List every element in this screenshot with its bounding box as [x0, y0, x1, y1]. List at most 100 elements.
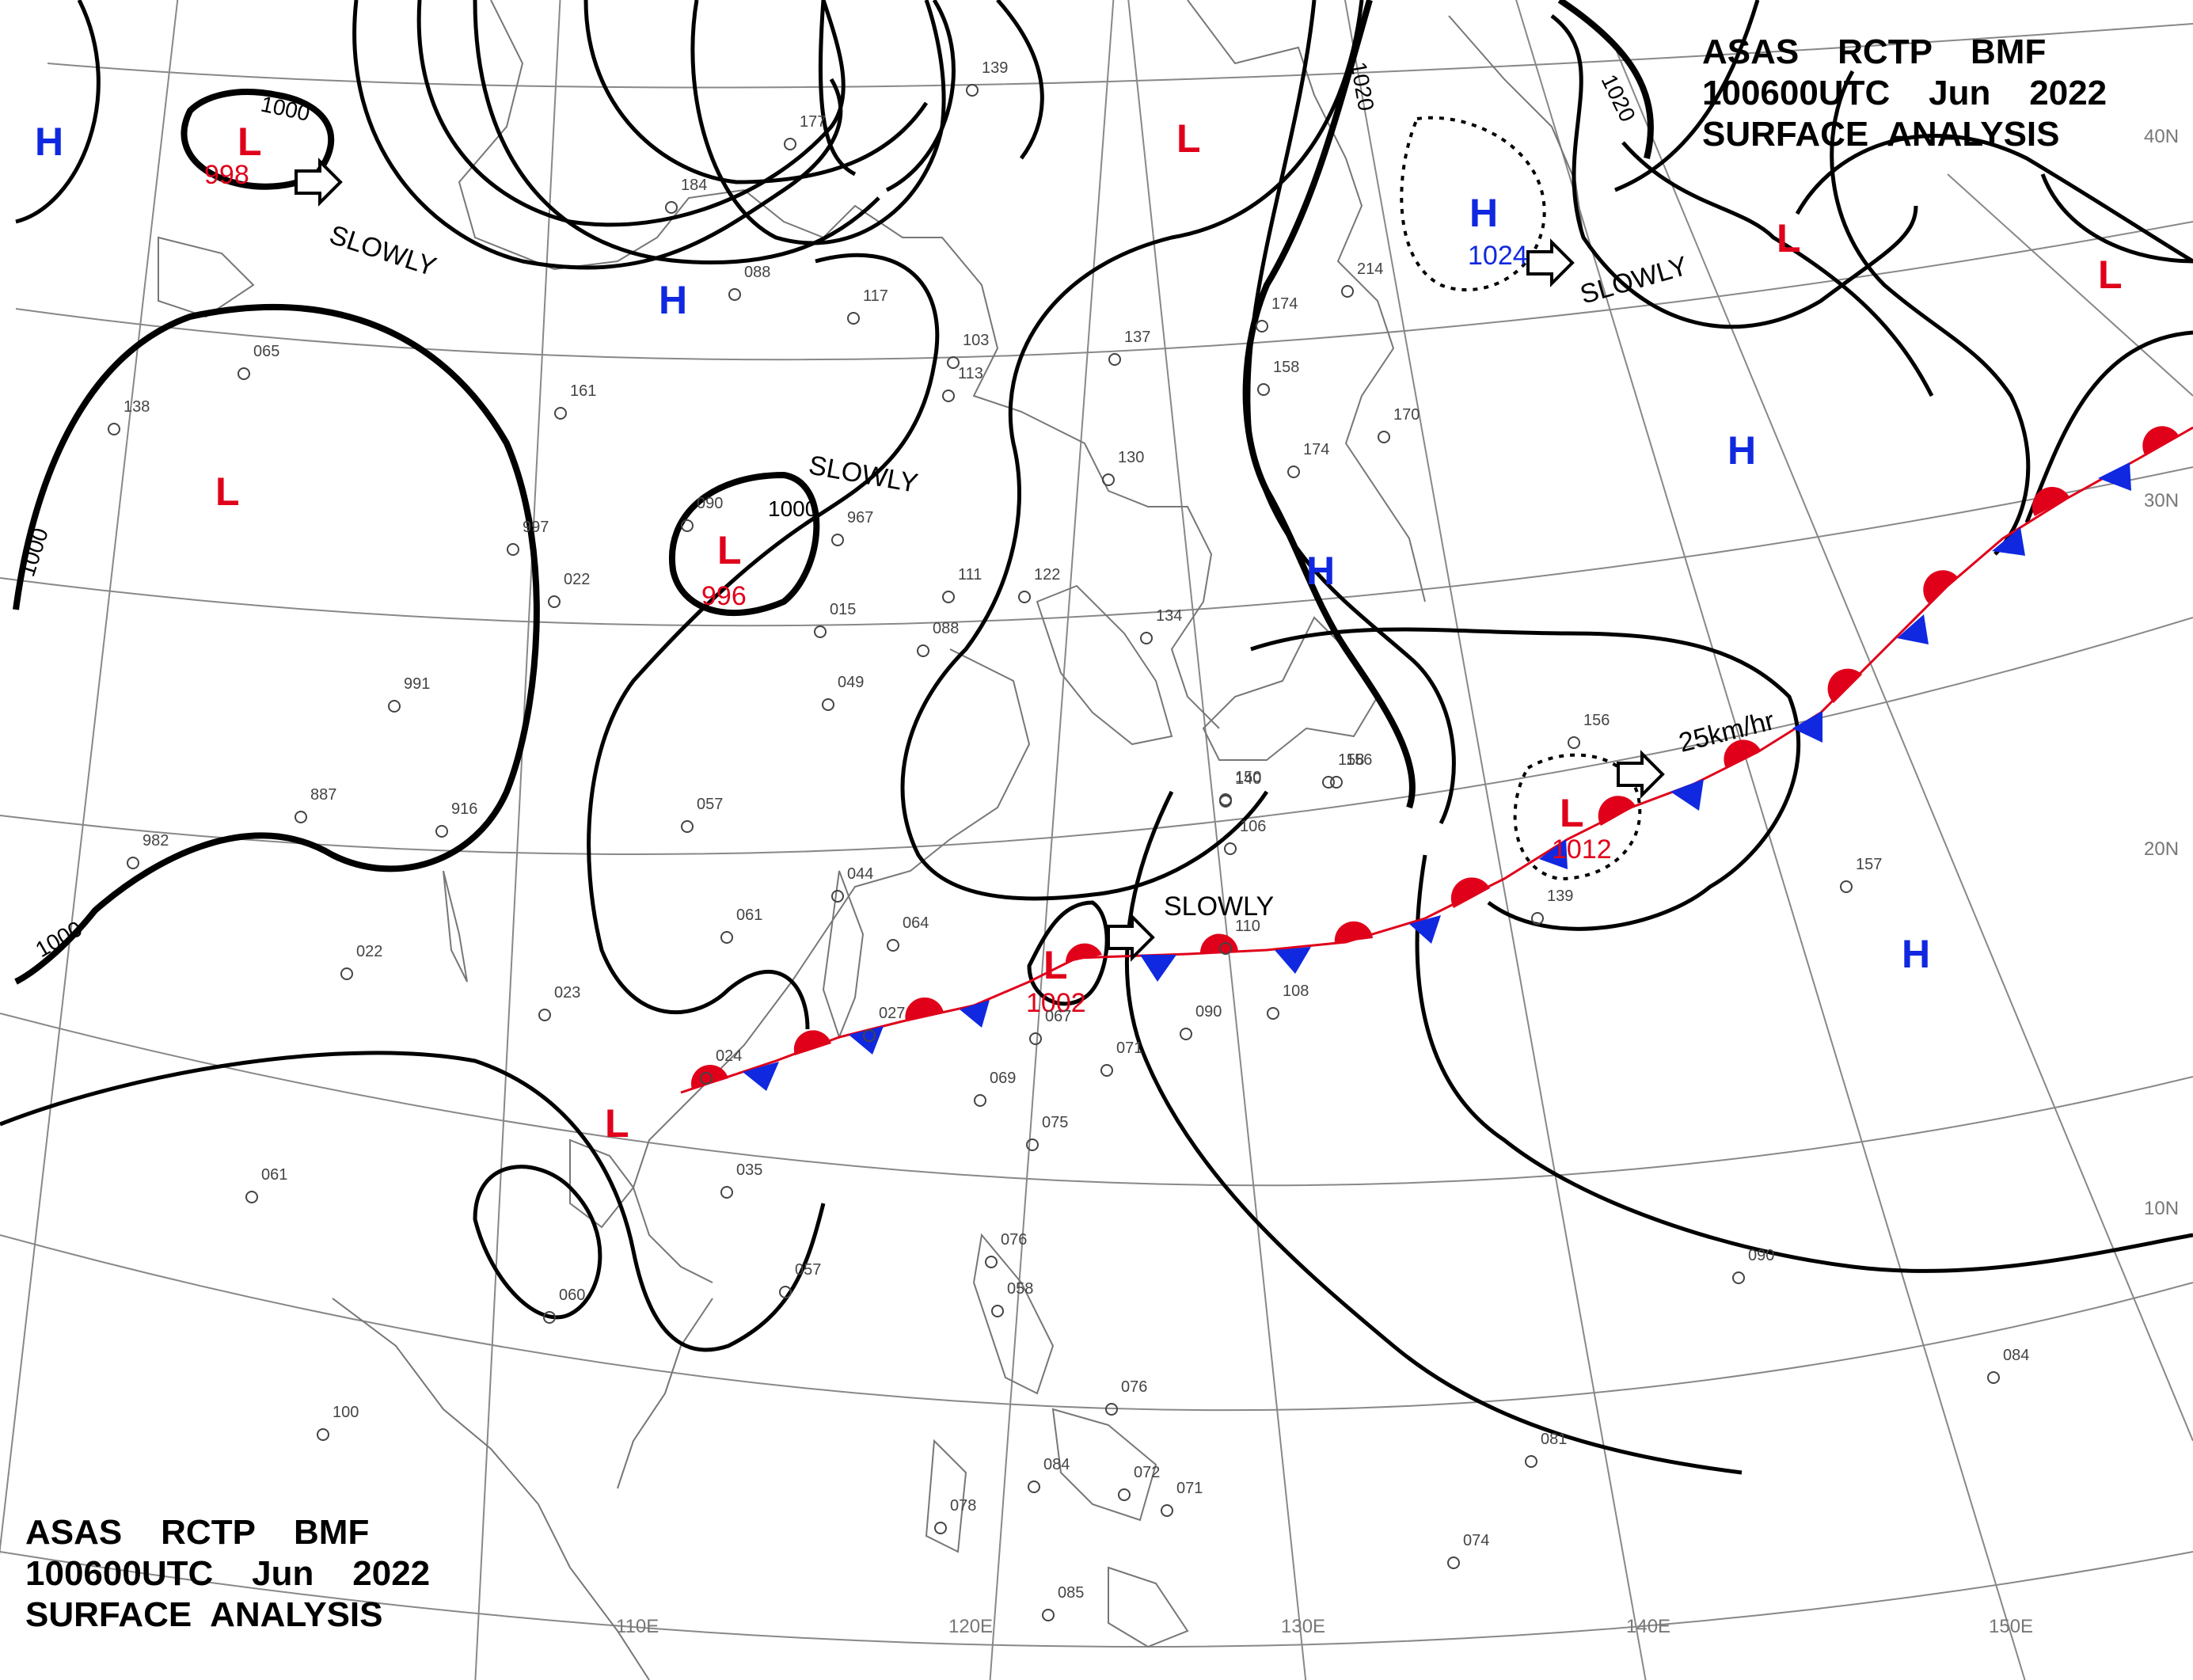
- station-pressure: 158: [1338, 751, 1364, 769]
- station-symbol: [1525, 1455, 1537, 1468]
- station-symbol: [887, 939, 899, 952]
- station-symbol: [127, 857, 139, 869]
- low-center-1012: L: [1560, 791, 1584, 835]
- lat-label: 20N: [2144, 838, 2179, 860]
- station-symbol: [245, 1191, 258, 1203]
- station-symbol: [1330, 776, 1343, 789]
- station-pressure: 024: [716, 1047, 742, 1065]
- station-pressure: 072: [1134, 1464, 1160, 1481]
- station-symbol: [538, 1009, 551, 1021]
- station-pressure: 044: [847, 865, 873, 883]
- lon-label: 130E: [1281, 1616, 1325, 1637]
- station-pressure: 916: [451, 800, 477, 818]
- station-symbol: [435, 825, 448, 838]
- station-symbol: [831, 534, 844, 546]
- station-pressure: 015: [830, 601, 856, 618]
- station-symbol: [507, 543, 519, 556]
- station-pressure: 103: [963, 332, 989, 349]
- station-symbol: [831, 890, 844, 903]
- station-symbol: [1840, 880, 1853, 893]
- station-symbol: [665, 201, 678, 214]
- station-pressure: 078: [950, 1497, 976, 1515]
- high-center: H: [659, 278, 687, 322]
- station-pressure: 058: [1007, 1280, 1033, 1298]
- station-pressure: 130: [1118, 449, 1144, 466]
- station-pressure: 067: [1045, 1008, 1071, 1025]
- high-center: H: [1902, 932, 1930, 976]
- station-pressure: 061: [736, 907, 762, 924]
- station-symbol: [1987, 1371, 2000, 1384]
- station-pressure: 117: [863, 287, 888, 305]
- station-pressure: 027: [879, 1005, 905, 1022]
- station-symbol: [1732, 1271, 1745, 1284]
- header-line-2: 100600UTC Jun 2022: [1702, 74, 2107, 112]
- station-pressure: 071: [1116, 1040, 1142, 1057]
- station-symbol: [317, 1428, 329, 1441]
- station-pressure: 100: [333, 1404, 359, 1421]
- lon-label: 140E: [1626, 1616, 1670, 1637]
- isobars: [0, 0, 2193, 1475]
- station-pressure: 057: [795, 1261, 821, 1279]
- station-pressure: 074: [1463, 1532, 1489, 1549]
- station-pressure: 081: [1541, 1431, 1567, 1448]
- station-symbol: [1108, 353, 1121, 366]
- station-pressure: 108: [1283, 983, 1309, 1000]
- station-symbol: [1026, 1138, 1039, 1151]
- low-value-996: 996: [701, 581, 747, 611]
- station-symbol: [1378, 431, 1390, 443]
- station-symbol: [1105, 1403, 1118, 1416]
- station-pressure: 049: [838, 674, 864, 691]
- station-symbol: [238, 367, 250, 380]
- station-symbol: [1029, 1032, 1042, 1045]
- movement-label: SLOWLY: [1164, 891, 1274, 922]
- station-pressure: 138: [124, 398, 150, 416]
- station-pressure: 088: [744, 264, 770, 281]
- lon-label: 110E: [616, 1616, 659, 1637]
- station-symbol: [1100, 1064, 1113, 1077]
- station-symbol: [947, 356, 960, 369]
- footer-line-2: 100600UTC Jun 2022: [25, 1554, 431, 1593]
- station-symbol: [1219, 942, 1232, 955]
- low-center: L: [2098, 253, 2123, 297]
- isobar-label: 1000: [768, 496, 817, 521]
- station-pressure: 139: [982, 59, 1008, 77]
- chart-header: ASAS RCTP BMF 100600UTC Jun 2022 SURFACE A…: [1702, 32, 2107, 155]
- movement-arrows: [295, 158, 1665, 962]
- low-center-1002: L: [1043, 943, 1068, 987]
- lat-label: 30N: [2144, 490, 2179, 511]
- station-symbol: [934, 1522, 947, 1534]
- station-symbol: [1322, 776, 1335, 789]
- station-symbol: [388, 700, 401, 713]
- station-pressure: 177: [800, 113, 826, 131]
- station-pressure: 887: [310, 786, 336, 804]
- low-center: L: [215, 469, 240, 514]
- station-symbol: [1140, 632, 1153, 644]
- station-symbol: [1341, 285, 1354, 298]
- station-pressure: 184: [681, 177, 707, 194]
- station-symbol: [1102, 473, 1115, 486]
- station-symbol: [1267, 1007, 1279, 1020]
- lon-label: 120E: [948, 1616, 993, 1637]
- station-pressure: 113: [958, 365, 983, 382]
- station-pressure: 137: [1124, 329, 1150, 346]
- station-symbol: [985, 1256, 998, 1268]
- station-symbol: [1180, 1028, 1192, 1040]
- high-center-1024: H: [1469, 191, 1498, 235]
- station-pressure: 139: [1547, 888, 1573, 905]
- low-center: L: [605, 1101, 629, 1146]
- station-symbol: [1018, 591, 1031, 603]
- low-center: L: [1176, 116, 1201, 161]
- station-pressure: 106: [1240, 818, 1266, 835]
- station-pressure: 057: [697, 796, 723, 813]
- station-symbol: [779, 1286, 792, 1298]
- station-pressure: 065: [253, 343, 279, 360]
- station-symbol: [822, 698, 834, 711]
- lat-label: 10N: [2144, 1198, 2179, 1219]
- station-symbol: [847, 312, 860, 325]
- station-symbol: [1028, 1480, 1040, 1493]
- station-pressure: 090: [1195, 1003, 1222, 1021]
- high-value-1024: 1024: [1468, 241, 1528, 271]
- station-pressure: 088: [933, 620, 959, 637]
- station-symbol: [728, 288, 741, 301]
